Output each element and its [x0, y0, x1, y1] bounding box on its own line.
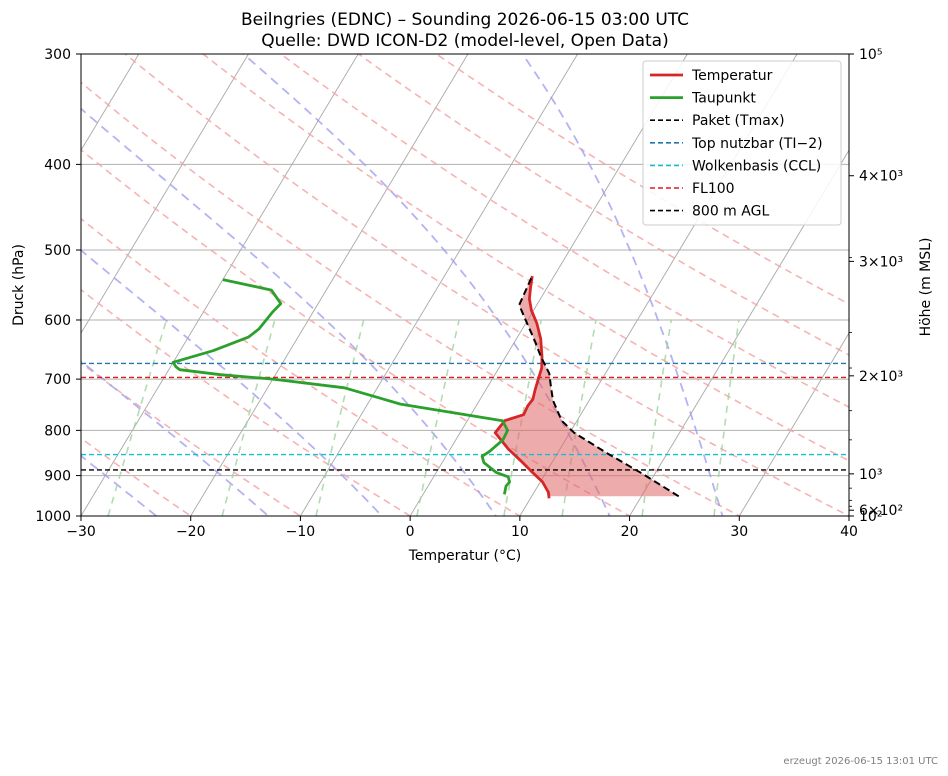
y-tick-label: 700 [44, 372, 71, 388]
isotherm-line [81, 54, 140, 152]
moist-adiabat [81, 107, 498, 516]
legend: Temperatur Taupunkt Paket (Tmax) Top nutzba… [642, 60, 842, 226]
y-tick-label: 800 [44, 423, 71, 439]
chart-subtitle: Quelle: DWD ICON-D2 (model-level, Open D… [261, 31, 668, 51]
dry-adiabat [434, 54, 849, 306]
x-tick-label: 0 [406, 524, 415, 540]
x-tick-label: 20 [621, 524, 639, 540]
moist-adiabat [81, 359, 270, 516]
axis-layer: −30 −20 −10 0 10 20 30 40 300 400 500 600 700 800 900 1… [35, 47, 903, 540]
series-temperatur [493, 275, 551, 499]
y-tick-label: 1000 [35, 509, 71, 525]
x-tick-label: −20 [176, 524, 206, 540]
isotherm-line [81, 54, 250, 335]
grid-layer [81, 54, 849, 516]
mixing-ratio-line [107, 319, 168, 516]
isotherm-line [81, 54, 359, 516]
y2-tick-label: 10⁵ [859, 47, 882, 63]
y-tick-label: 900 [44, 469, 71, 485]
y-tick-label: 600 [44, 313, 71, 329]
reference-lines [81, 362, 849, 471]
x-tick-label: 40 [840, 524, 858, 540]
series-paket-tmax- [518, 275, 680, 498]
series-taupunkt [171, 278, 511, 495]
legend-label: Top nutzbar (TI−2) [691, 136, 823, 152]
x-tick-label: 10 [511, 524, 529, 540]
dry-adiabat [357, 54, 849, 356]
dry-adiabat [81, 217, 522, 516]
dry-adiabat [201, 54, 849, 462]
y2-tick-label: 10² [859, 509, 882, 525]
legend-label: FL100 [692, 181, 735, 197]
y-tick-label: 500 [44, 243, 71, 259]
cape-fill-layer [495, 276, 679, 499]
y-tick-label: 300 [44, 47, 71, 63]
x-tick-label: −10 [286, 524, 316, 540]
footer-timestamp: erzeugt 2026-06-15 13:01 UTC [783, 756, 938, 767]
legend-label: Wolkenbasis (CCL) [692, 158, 821, 174]
y2-axis-label: Höhe (m MSL) [918, 238, 934, 337]
y-tick-label: 400 [44, 157, 71, 173]
dry-adiabat [81, 288, 412, 516]
plot-frame [80, 53, 850, 517]
isotherm-line [738, 332, 849, 516]
dry-adiabat [81, 81, 742, 516]
y2-tick-label: 10³ [859, 467, 882, 483]
legend-label: Paket (Tmax) [692, 113, 785, 129]
legend-label: Temperatur [691, 68, 773, 84]
legend-label: Taupunkt [691, 91, 756, 107]
x-tick-label: 30 [730, 524, 748, 540]
y2-tick-label: 4×10³ [859, 169, 903, 185]
cape-area [495, 276, 679, 499]
dry-adiabat [124, 54, 849, 516]
isotherm-line [300, 54, 579, 516]
mixing-ratio-line [503, 319, 542, 516]
legend-box [642, 60, 842, 226]
y-axis-label: Druck (hPa) [11, 244, 27, 326]
mixing-ratio-line [221, 319, 276, 516]
isotherm-line [190, 54, 469, 516]
series-layer [171, 275, 680, 499]
chart-title: Beilngries (EDNC) – Sounding 2026-06-15 … [241, 10, 689, 30]
mixing-ratio-line [315, 319, 365, 516]
mixing-ratio-line [416, 319, 460, 516]
moist-adiabat [81, 454, 158, 516]
legend-label: 800 m AGL [692, 204, 769, 220]
y2-tick-label: 2×10³ [859, 369, 903, 385]
y2-tick-label: 6×10² [859, 503, 903, 519]
dry-adiabat [279, 54, 849, 409]
y2-tick-label: 3×10³ [859, 254, 903, 270]
mixing-ratio-line [713, 319, 740, 516]
x-axis-label: Temperatur (°C) [408, 548, 522, 564]
x-tick-label: −30 [66, 524, 96, 540]
